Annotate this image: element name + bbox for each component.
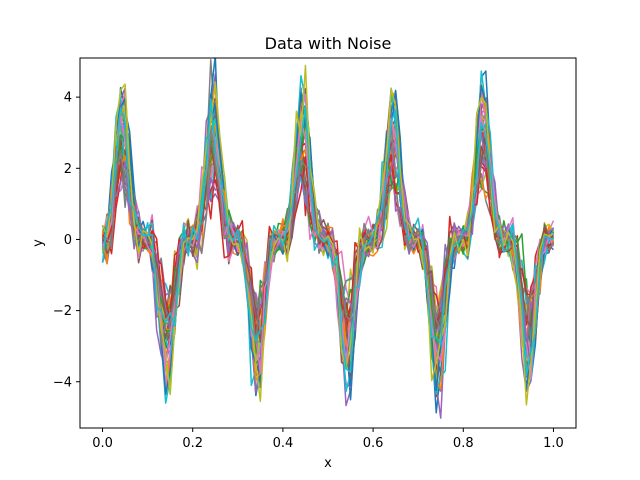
y-tick-label: 4 [64,91,72,106]
series-line-40 [101,98,554,377]
chart-title: Data with Noise [265,34,392,53]
x-tick-label: 0.0 [92,436,113,451]
x-tick-label: 0.8 [453,436,474,451]
series-line-34 [101,154,555,336]
y-tick-label: −2 [53,304,72,319]
x-tick-label: 0.6 [363,436,384,451]
x-axis-label: x [324,456,332,471]
x-tick-label: 1.0 [543,436,564,451]
series-layer [101,58,555,419]
x-tick-label: 0.2 [182,436,203,451]
y-axis-label: y [31,239,46,247]
axes-frame [79,57,577,429]
y-tick-label: 0 [64,233,72,248]
x-tick-label: 0.4 [273,436,294,451]
y-tick-label: −4 [53,375,72,390]
y-axis: −4 −2 0 2 4 [53,91,80,390]
y-tick-label: 2 [64,162,72,177]
x-axis: 0.0 0.2 0.4 0.6 0.8 1.0 [92,428,564,451]
